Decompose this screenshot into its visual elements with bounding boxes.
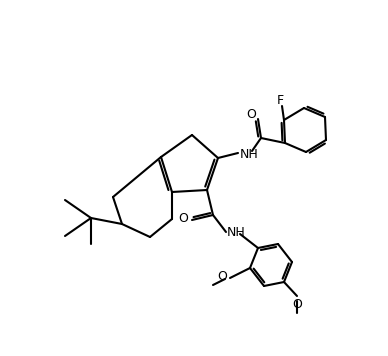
Text: O: O xyxy=(246,108,256,120)
Text: O: O xyxy=(178,213,188,225)
Text: NH: NH xyxy=(240,148,258,162)
Text: O: O xyxy=(292,298,302,310)
Text: NH: NH xyxy=(227,226,245,240)
Text: F: F xyxy=(276,94,284,106)
Text: O: O xyxy=(217,269,227,283)
